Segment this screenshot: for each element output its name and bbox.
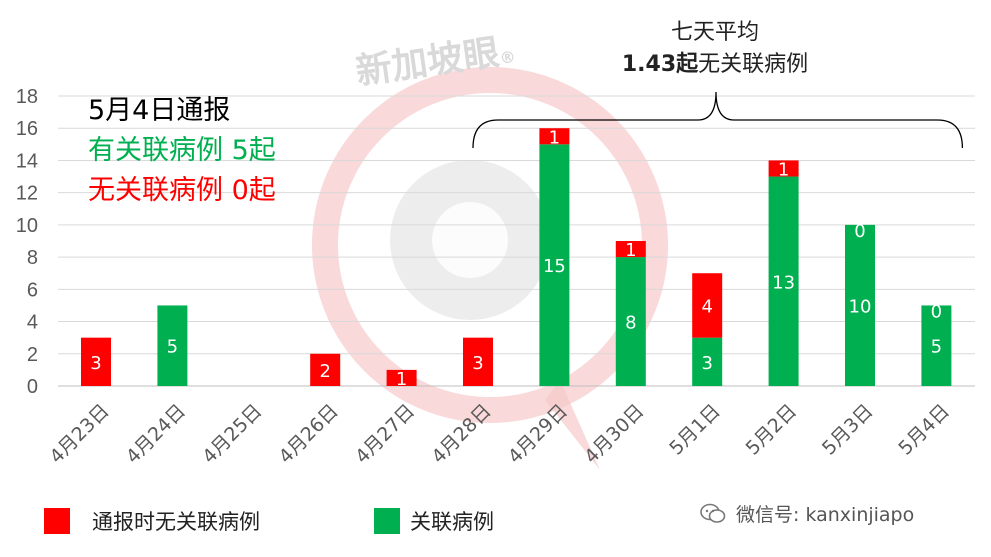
bar-unlinked: [81, 337, 111, 386]
y-tick-label: 0: [27, 376, 38, 398]
data-label-unlinked: 0: [931, 301, 942, 322]
x-tick-label: 5月3日: [818, 400, 878, 460]
bar-linked: [768, 176, 799, 386]
data-label-unlinked: 1: [396, 369, 407, 390]
headline-unlinked: 无关联病例 0起: [88, 175, 276, 206]
x-tick-label: 4月29日: [504, 400, 572, 468]
data-label-unlinked: 0: [854, 221, 865, 242]
x-tick-label: 4月25日: [198, 400, 266, 468]
data-label-linked: 5: [931, 337, 942, 358]
bar-unlinked: [768, 160, 799, 177]
bar-linked: [539, 144, 570, 386]
y-tick-label: 12: [16, 183, 38, 205]
data-label-linked: 10: [849, 296, 872, 317]
data-label-unlinked: 3: [90, 353, 101, 374]
legend-label-linked: 关联病例: [410, 510, 494, 534]
y-tick-label: 6: [27, 279, 38, 301]
legend-swatch-unlinked: [44, 508, 70, 534]
y-tick-label: 18: [16, 86, 38, 108]
data-label-linked: 5: [167, 337, 178, 358]
bar-unlinked: [463, 337, 493, 386]
y-tick-label: 14: [16, 150, 38, 172]
wechat-id: 微信号: kanxinjiapo: [700, 500, 914, 527]
y-tick-label: 8: [27, 247, 38, 269]
bar-unlinked: [539, 128, 570, 145]
x-tick-label: 5月4日: [894, 400, 954, 460]
y-tick-label: 10: [16, 215, 38, 237]
data-label-linked: 15: [543, 256, 566, 277]
bar-unlinked: [615, 241, 646, 258]
average-value-line: 1.43起无关联病例: [600, 46, 830, 78]
legend-item-linked: 关联病例: [374, 506, 494, 536]
data-label-unlinked: 1: [778, 160, 789, 181]
average-bracket: [472, 91, 964, 149]
y-tick-label: 2: [27, 344, 38, 366]
data-label-linked: 13: [772, 272, 795, 293]
x-tick-label: 4月30日: [580, 400, 648, 468]
x-tick-label: 5月2日: [742, 400, 802, 460]
x-tick-label: 4月24日: [122, 400, 190, 468]
bar-linked: [692, 337, 723, 386]
bar-linked: [845, 224, 875, 386]
legend-swatch-linked: [374, 508, 400, 534]
data-label-unlinked: 2: [319, 361, 330, 382]
bar-unlinked: [692, 273, 723, 338]
bar-linked: [921, 305, 952, 386]
x-tick-label: 4月26日: [275, 400, 343, 468]
average-annotation: 七天平均 1.43起无关联病例: [600, 14, 830, 78]
legend-label-unlinked: 通报时无关联病例: [92, 510, 260, 534]
legend-item-unlinked: 通报时无关联病例: [44, 506, 260, 536]
data-label-unlinked: 4: [701, 296, 712, 317]
bar-linked: [615, 257, 646, 386]
wechat-text: 微信号: kanxinjiapo: [736, 504, 915, 526]
average-value: 1.43起: [621, 52, 699, 77]
average-label: 无关联病例: [698, 52, 809, 77]
x-tick-label: 4月28日: [427, 400, 495, 468]
x-tick-label: 5月1日: [665, 400, 725, 460]
data-label-linked: 3: [701, 353, 712, 374]
data-label-unlinked: 1: [625, 240, 636, 261]
x-tick-label: 4月27日: [351, 400, 419, 468]
data-label-linked: 8: [625, 313, 636, 334]
bar-unlinked: [386, 369, 417, 386]
y-tick-label: 16: [16, 118, 38, 140]
bar-unlinked: [310, 353, 341, 386]
x-tick-label: 4月23日: [45, 400, 113, 468]
y-tick-label: 4: [27, 312, 38, 334]
headline-date: 5月4日通报: [88, 95, 231, 126]
bar-linked: [157, 305, 188, 386]
data-label-unlinked: 1: [549, 127, 560, 148]
headline-linked: 有关联病例 5起: [88, 135, 276, 166]
wechat-icon: [700, 503, 726, 523]
average-title: 七天平均: [670, 20, 759, 45]
data-label-unlinked: 3: [472, 353, 483, 374]
